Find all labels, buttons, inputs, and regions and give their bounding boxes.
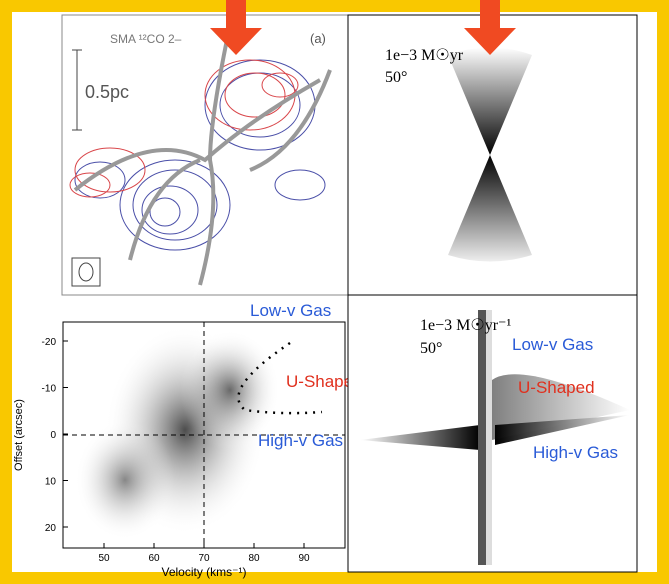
x-tick-label: 90 bbox=[298, 553, 310, 564]
panel-map: SMA ¹²CO 2– (a) 0.5pc bbox=[62, 15, 348, 295]
map-title: SMA ¹²CO 2– bbox=[110, 32, 182, 46]
note: U-Shaped bbox=[518, 378, 595, 397]
panel-model-pv: 1e−3 M☉yr⁻¹ 50° Low-v Gas U-Shaped High-… bbox=[348, 295, 637, 572]
y-tick-label: -10 bbox=[42, 384, 57, 395]
x-tick-label: 50 bbox=[98, 553, 110, 564]
note: High-v Gas bbox=[533, 443, 618, 462]
x-axis-label: Velocity (kms⁻¹) bbox=[161, 565, 246, 579]
rate-label: 1e−3 M☉yr⁻¹ bbox=[420, 317, 511, 334]
figure: SMA ¹²CO 2– (a) 0.5pc 1e−3 M☉yr 50° Low-… bbox=[0, 0, 669, 584]
scale-label: 0.5pc bbox=[85, 82, 129, 102]
rate-label: 1e−3 M☉yr bbox=[385, 47, 464, 64]
note: Low-v Gas bbox=[250, 301, 331, 320]
x-tick-label: 60 bbox=[148, 553, 160, 564]
x-tick-label: 80 bbox=[248, 553, 260, 564]
y-tick-label: 20 bbox=[45, 523, 57, 534]
map-tag: (a) bbox=[310, 31, 326, 46]
y-tick-label: 10 bbox=[45, 477, 57, 488]
panel-model-top: 1e−3 M☉yr 50° bbox=[348, 15, 637, 295]
y-axis-label: Offset (arcsec) bbox=[13, 399, 25, 471]
panel-pv: Low-v Gas U-Shaped High-v Gas Offset (ar… bbox=[13, 301, 363, 579]
x-tick-label: 70 bbox=[198, 553, 210, 564]
note: High-v Gas bbox=[258, 431, 343, 450]
angle-label: 50° bbox=[420, 340, 442, 357]
y-tick-label: -20 bbox=[42, 337, 57, 348]
angle-label: 50° bbox=[385, 69, 407, 86]
note: Low-v Gas bbox=[512, 335, 593, 354]
y-tick-label: 0 bbox=[50, 430, 56, 441]
